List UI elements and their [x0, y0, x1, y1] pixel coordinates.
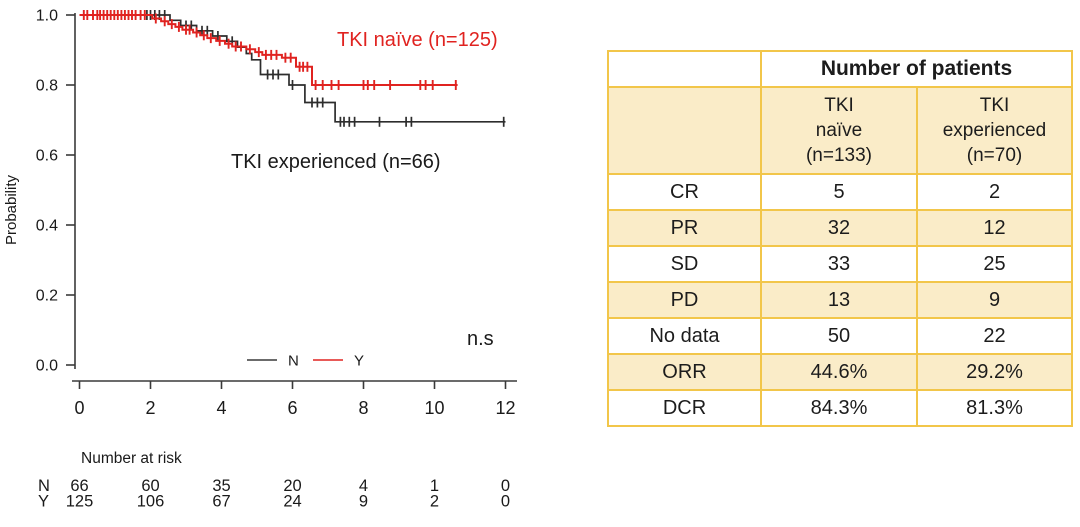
table-row-cr: CR 5 2	[607, 173, 1073, 211]
risk-count: 1	[430, 477, 439, 495]
table-row-pd: PD 13 9	[607, 281, 1073, 319]
legend-label-n: N	[288, 353, 299, 370]
value-cell: 2	[916, 173, 1073, 211]
risk-count: 125	[66, 493, 94, 511]
row-label: ORR	[607, 353, 762, 391]
table-row-pr: PR 32 12	[607, 209, 1073, 247]
y-tick-label: 0.0	[36, 358, 58, 375]
x-tick-label: 0	[74, 398, 84, 418]
row-label: DCR	[607, 389, 762, 427]
table-title: Number of patients	[760, 50, 1073, 88]
table-row-orr: ORR 44.6% 29.2%	[607, 353, 1073, 391]
risk-row-label-y: Y	[38, 493, 49, 511]
table-row-dcr: DCR 84.3% 81.3%	[607, 389, 1073, 427]
value-cell: 5	[760, 173, 918, 211]
table-subheader-row: TKI naïve (n=133) TKI experienced (n=70)	[607, 86, 1073, 175]
risk-count: 0	[501, 477, 510, 495]
value-cell: 33	[760, 245, 918, 283]
survival-curve-y	[79, 14, 458, 86]
response-table: Number of patients TKI naïve (n=133) TKI…	[607, 50, 1073, 427]
group-empty-cell	[607, 86, 762, 175]
corner-empty-cell	[607, 50, 762, 88]
table-body: CR 5 2 PR 32 12 SD 33 25 PD 13 9 No data 50 22 ORR 44.6%…	[607, 173, 1073, 427]
y-axis-title: Probability	[3, 174, 20, 245]
row-label: SD	[607, 245, 762, 283]
x-tick-label: 8	[358, 398, 368, 418]
km-survival-plot: 1.00.80.60.40.20.00 2 4 6 8 10 12ProbabilityTK…	[3, 8, 517, 511]
risk-count: 24	[283, 493, 301, 511]
col-header-tki-experienced: TKI experienced (n=70)	[916, 86, 1073, 175]
row-label: PD	[607, 281, 762, 319]
x-tick-label: 4	[216, 398, 226, 418]
table-title-row: Number of patients	[607, 50, 1073, 88]
x-tick-label: 10	[424, 398, 444, 418]
label-significance-ns: n.s	[467, 328, 494, 350]
risk-count: 2	[430, 493, 439, 511]
table-row-sd: SD 33 25	[607, 245, 1073, 283]
legend-label-y: Y	[354, 353, 364, 370]
label-tki-experienced: TKI experienced (n=66)	[231, 151, 441, 173]
value-cell: 32	[760, 209, 918, 247]
label-tki-naive: TKI naïve (n=125)	[337, 29, 498, 51]
value-cell: 81.3%	[916, 389, 1073, 427]
value-cell: 12	[916, 209, 1073, 247]
col-header-tki-naive: TKI naïve (n=133)	[760, 86, 918, 175]
row-label: CR	[607, 173, 762, 211]
value-cell: 13	[760, 281, 918, 319]
risk-count: 106	[137, 493, 165, 511]
risk-count: 9	[359, 493, 368, 511]
table-row-no-data: No data 50 22	[607, 317, 1073, 355]
row-label: No data	[607, 317, 762, 355]
risk-count: 35	[212, 477, 230, 495]
value-cell: 84.3%	[760, 389, 918, 427]
row-label: PR	[607, 209, 762, 247]
y-tick-label: 0.6	[36, 148, 58, 165]
y-tick-label: 0.4	[36, 218, 58, 235]
y-tick-label: 1.0	[36, 8, 58, 25]
value-cell: 44.6%	[760, 353, 918, 391]
y-tick-label: 0.8	[36, 78, 58, 95]
value-cell: 25	[916, 245, 1073, 283]
value-cell: 22	[916, 317, 1073, 355]
risk-count: 66	[70, 477, 88, 495]
value-cell: 50	[760, 317, 918, 355]
x-tick-label: 12	[495, 398, 515, 418]
risk-count: 60	[141, 477, 159, 495]
value-cell: 9	[916, 281, 1073, 319]
value-cell: 29.2%	[916, 353, 1073, 391]
risk-count: 20	[283, 477, 301, 495]
x-tick-label: 6	[287, 398, 297, 418]
risk-count: 4	[359, 477, 368, 495]
number-at-risk-title: Number at risk	[81, 450, 182, 467]
risk-count: 0	[501, 493, 510, 511]
x-tick-label: 2	[145, 398, 155, 418]
y-tick-label: 0.2	[36, 288, 58, 305]
risk-row-label-n: N	[38, 477, 50, 495]
risk-count: 67	[212, 493, 230, 511]
